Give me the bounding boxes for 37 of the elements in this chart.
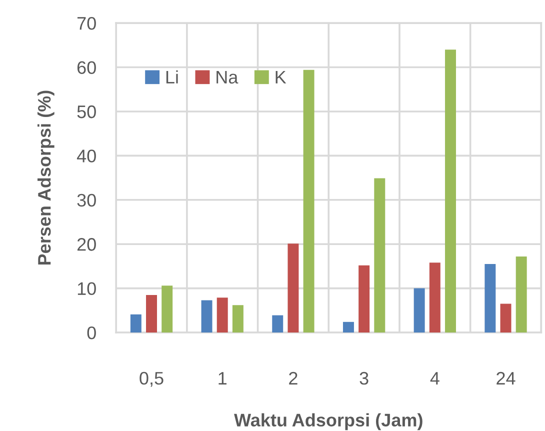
bar: [445, 50, 456, 333]
bar: [303, 70, 314, 333]
bar: [272, 315, 284, 333]
bar: [146, 294, 157, 333]
x-tick-label: 1: [218, 372, 226, 384]
y-tick-label: 60: [77, 61, 96, 74]
bar: [414, 288, 425, 333]
y-axis-title: Persen Adsorpsi (%): [38, 90, 54, 265]
legend-label: Na: [216, 71, 238, 84]
bar: [516, 256, 527, 333]
x-tick-label: 4: [430, 372, 440, 384]
bar: [500, 304, 512, 333]
y-tick-label: 20: [77, 238, 96, 251]
bar: [201, 300, 212, 333]
y-tick-label: 30: [77, 194, 96, 207]
bar: [374, 178, 386, 333]
bar: [162, 286, 173, 333]
x-axis-title: Waktu Adsorpsi (Jam): [234, 413, 422, 430]
x-tick-label: 24: [496, 372, 516, 384]
bar: [484, 264, 496, 333]
y-tick-label: 0: [87, 326, 96, 340]
bar: [288, 244, 299, 333]
bar: [342, 322, 354, 333]
y-tick-label: 10: [78, 282, 96, 296]
x-tick-label: 3: [360, 372, 368, 385]
bar: [130, 314, 142, 333]
x-tick-label: 0,5: [140, 372, 164, 387]
bar: [216, 298, 228, 333]
bar: [232, 305, 244, 333]
y-tick-label: 50: [77, 105, 96, 118]
bar: [358, 265, 370, 333]
legend-label: Li: [166, 70, 178, 84]
legend-label: K: [276, 71, 286, 84]
y-tick-label: 40: [76, 150, 96, 162]
x-tick-label: 2: [289, 372, 298, 384]
bar: [429, 262, 440, 333]
y-tick-label: 70: [77, 16, 96, 30]
